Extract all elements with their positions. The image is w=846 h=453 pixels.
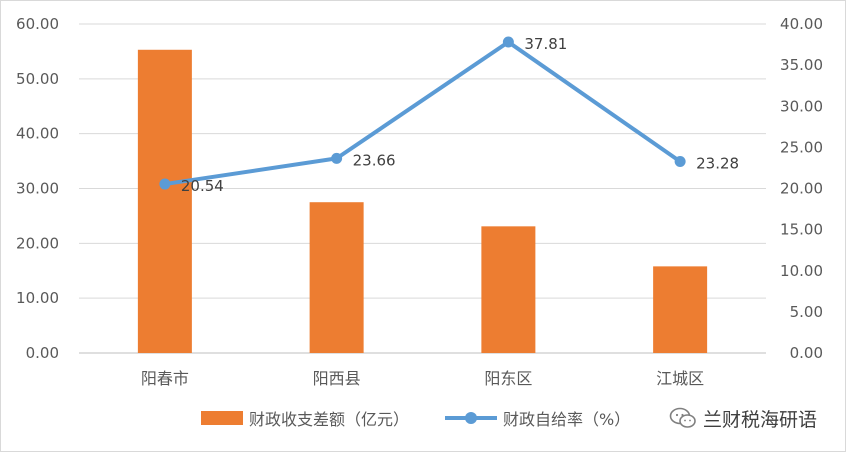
y-right-tick-label: 15.00 [780,221,823,239]
bar [137,49,192,353]
y-left-tick-label: 10.00 [16,289,59,307]
data-label: 23.66 [353,151,396,169]
y-left-tick-label: 30.00 [16,180,59,198]
y-right-tick-label: 40.00 [780,15,823,33]
line-point [674,156,686,168]
data-label: 23.28 [696,155,739,173]
y-right-tick-label: 20.00 [780,180,823,198]
category-label: 阳西县 [313,369,361,388]
bar [481,226,536,353]
y-left-tick-label: 0.00 [26,344,59,362]
line-point [331,152,343,164]
bar [309,202,364,353]
category-label: 阳春市 [141,369,189,388]
y-left-tick-label: 40.00 [16,125,59,143]
legend-item-line: 财政自给率（%） [445,406,630,430]
legend: 财政收支差额（亿元） 财政自给率（%） [201,403,630,433]
y-right-tick-label: 35.00 [780,56,823,74]
legend-swatch-bar [201,411,243,425]
data-label: 20.54 [181,177,224,195]
category-label: 阳东区 [484,369,532,388]
line-point [159,178,171,190]
wechat-icon [669,407,696,428]
legend-item-bar: 财政收支差额（亿元） [201,406,409,430]
y-left-tick-label: 50.00 [16,70,59,88]
line-series [164,40,682,187]
y-left-tick-label: 60.00 [16,15,59,33]
legend-swatch-line [445,411,498,425]
y-right-tick-label: 25.00 [780,138,823,156]
y-right-tick-label: 30.00 [780,97,823,115]
data-label: 37.81 [524,35,567,53]
watermark-text: 兰财税海研语 [702,408,817,431]
legend-label-line: 财政自给率（%） [503,410,631,429]
y-right-tick-label: 5.00 [790,303,823,321]
y-right-tick-label: 10.00 [780,262,823,280]
y-right-tick-label: 0.00 [790,344,823,362]
watermark: 兰财税海研语 [669,403,817,433]
category-label: 江城区 [656,369,704,388]
legend-label-bar: 财政收支差额（亿元） [249,410,410,429]
bar [653,266,708,353]
y-left-tick-label: 20.00 [16,234,59,252]
line-point [502,36,514,48]
